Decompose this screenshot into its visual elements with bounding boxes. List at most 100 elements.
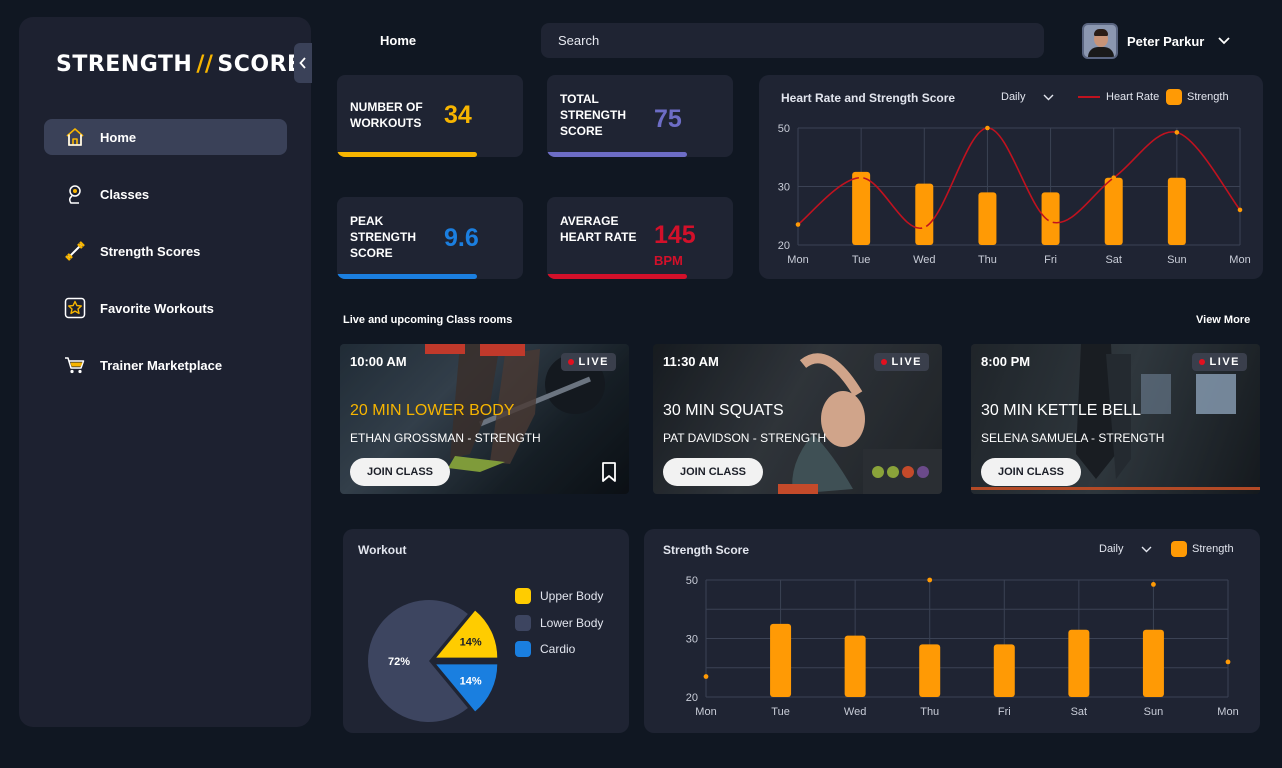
sidebar-item-home[interactable]: Home — [44, 119, 287, 155]
stat-card-workouts: Number of workouts 34 — [337, 75, 523, 157]
period-label: Daily — [1099, 543, 1124, 555]
bookmark-icon[interactable] — [601, 462, 617, 482]
user-name: Peter Parkur — [1127, 33, 1205, 49]
strength-score-chart: 20 30 50 Mon Tue Wed Thu Fri Sat Sun Mon — [686, 575, 1239, 718]
chevron-down-icon[interactable] — [1218, 37, 1230, 45]
sidebar-item-trainer-marketplace[interactable]: Trainer Marketplace — [44, 347, 287, 383]
chart-title: Heart Rate and Strength Score — [781, 91, 956, 105]
legend-label: Cardio — [540, 642, 576, 656]
class-card[interactable]: 11:30 AM LIVE 30 MIN SQUATS PAT DAVIDSON… — [653, 344, 942, 494]
join-class-button[interactable]: JOIN CLASS — [350, 458, 450, 486]
y-tick-label: 20 — [778, 240, 790, 252]
sidebar-item-classes[interactable]: Classes — [44, 176, 287, 212]
legend-label: Upper Body — [540, 589, 604, 603]
stat-label: Number of workouts — [350, 100, 423, 130]
legend-heart-rate: Heart Rate — [1078, 91, 1159, 103]
x-tick-label: Sun — [1144, 706, 1164, 718]
x-tick-label: Sun — [1167, 254, 1187, 266]
heart-strength-chart: 20 30 50 Mon Tue Wed Thu Fri Sat Sun Mon — [778, 123, 1251, 266]
legend-swatch — [515, 641, 531, 657]
class-trainer: PAT DAVIDSON - STRENGTH — [663, 431, 827, 445]
pie-slice-lower-body — [368, 600, 468, 722]
live-label: LIVE — [578, 356, 609, 368]
chevron-down-icon — [1141, 546, 1152, 552]
dumbbell-icon — [64, 240, 86, 262]
legend-bar-swatch — [1171, 541, 1187, 557]
sidebar-item-favorite-workouts[interactable]: Favorite Workouts — [44, 290, 287, 326]
period-dropdown[interactable]: Daily — [1001, 91, 1054, 103]
legend-label: Strength — [1192, 543, 1234, 555]
data-point — [703, 674, 709, 679]
sidebar-item-label: Trainer Marketplace — [100, 357, 223, 373]
chart-title: Workout — [358, 543, 407, 557]
class-title: 30 MIN KETTLE BELL — [981, 402, 1142, 419]
live-label: LIVE — [1209, 356, 1240, 368]
bar-strength — [1068, 629, 1090, 697]
x-tick-label: Thu — [978, 254, 997, 266]
star-icon — [64, 297, 86, 319]
x-tick-label: Mon — [1217, 706, 1238, 718]
join-class-button[interactable]: JOIN CLASS — [663, 458, 763, 486]
sidebar: STRENGTH//SCORE Home Classes Strength Sc… — [19, 17, 312, 727]
sidebar-item-strength-scores[interactable]: Strength Scores — [44, 233, 287, 269]
period-label: Daily — [1001, 91, 1026, 103]
sidebar-nav: Home Classes Strength Scores Favorite Wo… — [44, 119, 287, 404]
stat-progress-bar — [337, 152, 477, 157]
legend-bar-swatch — [1166, 89, 1182, 105]
x-tick-label: Wed — [844, 706, 866, 718]
class-card[interactable]: 10:00 AM LIVE 20 MIN LOWER BODY ETHAN GR… — [340, 344, 629, 494]
stat-progress-bar — [337, 274, 477, 279]
legend-lower-body: Lower Body — [515, 615, 603, 631]
stat-unit: BPM — [654, 253, 683, 268]
stat-value: 145 — [654, 221, 696, 249]
home-icon — [64, 126, 86, 148]
app-logo[interactable]: STRENGTH//SCORE — [56, 52, 303, 77]
pie-slice-label: 14% — [460, 636, 482, 648]
bar-strength — [919, 644, 941, 697]
class-title: 30 MIN SQUATS — [663, 402, 784, 419]
live-badge: LIVE — [560, 353, 616, 371]
search-input[interactable] — [558, 33, 1044, 48]
pie-slice-label: 72% — [388, 656, 410, 668]
logo-text-left: STRENGTH — [56, 52, 193, 77]
y-tick-label: 50 — [686, 575, 698, 587]
x-tick-label: Fri — [1044, 254, 1057, 266]
avatar[interactable] — [1082, 23, 1118, 59]
chevron-down-icon — [1043, 94, 1054, 100]
view-more-link[interactable]: View More — [1196, 314, 1251, 326]
x-tick-label: Thu — [920, 706, 939, 718]
search-bar[interactable] — [541, 23, 1044, 58]
legend-label: Strength — [1187, 91, 1229, 103]
stat-label: Total strength score — [560, 92, 626, 138]
bar-strength — [915, 183, 934, 245]
x-tick-label: Tue — [852, 254, 871, 266]
logo-slash: // — [196, 52, 214, 77]
classes-icon — [64, 183, 86, 205]
sidebar-item-label: Favorite Workouts — [100, 300, 214, 316]
class-trainer: ETHAN GROSSMAN - STRENGTH — [350, 431, 541, 445]
stat-value: 75 — [654, 105, 682, 133]
collapse-sidebar-button[interactable] — [294, 43, 312, 83]
stat-progress-bar — [547, 152, 687, 157]
legend-strength: Strength — [1171, 541, 1234, 557]
bar-strength — [1104, 177, 1123, 245]
period-dropdown[interactable]: Daily — [1099, 543, 1152, 555]
class-card[interactable]: 8:00 PM LIVE 30 MIN KETTLE BELL SELENA S… — [971, 344, 1260, 494]
stat-card-heart-rate: Average heart rate 145 BPM — [547, 197, 733, 279]
breadcrumb[interactable]: Home — [380, 33, 417, 48]
bar-strength — [1142, 629, 1164, 697]
chevron-left-icon — [299, 57, 306, 69]
legend-line-swatch — [1078, 96, 1100, 98]
join-class-button[interactable]: JOIN CLASS — [981, 458, 1081, 486]
class-trainer: SELENA SAMUELA - STRENGTH — [981, 431, 1165, 445]
live-badge: LIVE — [1191, 353, 1247, 371]
user-menu[interactable]: Peter Parkur — [1082, 23, 1230, 59]
heart-rate-line — [797, 127, 1241, 229]
heart-rate-point — [858, 175, 864, 181]
workout-chart-panel: Workout 72% 14% 14% Upper Body Lower Body … — [343, 529, 629, 733]
legend-strength: Strength — [1166, 89, 1229, 105]
x-tick-label: Wed — [913, 254, 935, 266]
legend-swatch — [515, 615, 531, 631]
stat-progress-bar — [547, 274, 687, 279]
logo-text-right: SCORE — [217, 52, 303, 77]
